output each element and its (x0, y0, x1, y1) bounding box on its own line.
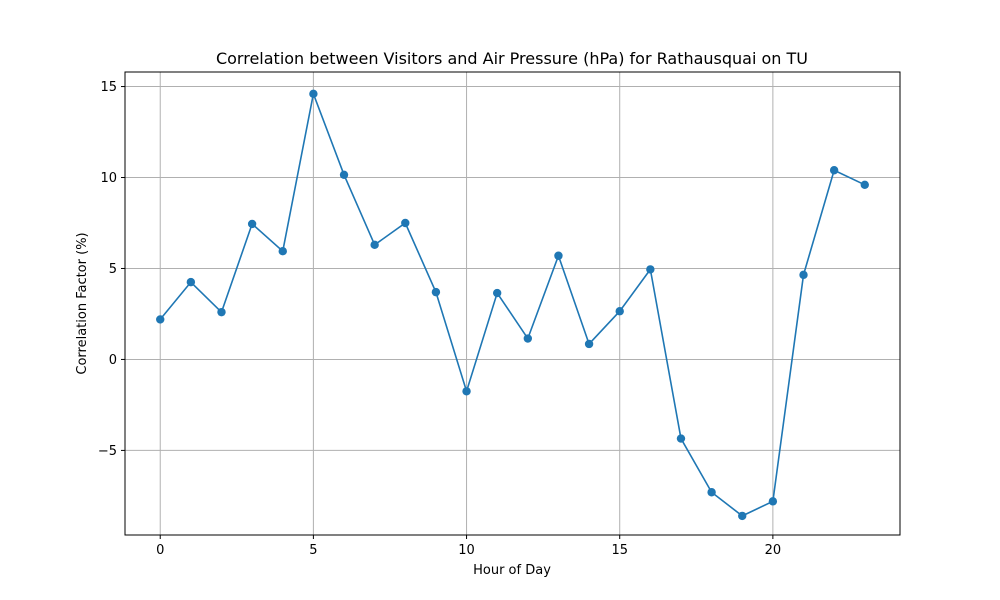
data-point (554, 251, 563, 260)
data-point (676, 434, 686, 443)
data-point (799, 270, 808, 280)
data-point (370, 240, 379, 250)
chart-title: Correlation between Visitors and Air Pre… (216, 49, 808, 68)
data-point (156, 315, 165, 324)
data-point (523, 334, 533, 343)
data-point (738, 511, 747, 521)
y-tick-label: 5 (109, 262, 117, 277)
data-point (401, 218, 410, 228)
data-point (278, 246, 287, 256)
grid (125, 72, 900, 535)
series-line (159, 90, 866, 517)
data-point (217, 307, 226, 317)
data-point (186, 277, 196, 287)
x-tick-label: 10 (458, 543, 475, 558)
data-point (492, 288, 502, 298)
data-point (247, 219, 257, 229)
data-point (309, 89, 318, 99)
data-point (339, 170, 349, 179)
x-tick-label: 0 (156, 543, 164, 558)
data-point (431, 287, 441, 297)
data-point (584, 339, 594, 349)
data-point (860, 180, 869, 189)
x-tick-label: 5 (309, 543, 317, 558)
plot-frame (124, 71, 901, 536)
y-tick-label: 10 (100, 171, 117, 186)
y-tick-label: 15 (100, 80, 117, 95)
x-tick-label: 15 (611, 543, 628, 558)
x-tick-label: 20 (765, 543, 782, 558)
series-layer (156, 89, 869, 521)
data-point (707, 488, 716, 497)
data-point (646, 265, 655, 274)
data-point (462, 387, 471, 396)
data-point (615, 307, 624, 316)
data-point (829, 166, 839, 175)
y-tick-label: 0 (109, 353, 117, 368)
x-axis: 0 5 10 15 20 (156, 535, 781, 558)
data-point (768, 497, 778, 506)
y-axis-label: Correlation Factor (%) (75, 232, 90, 374)
y-tick-label: −5 (98, 444, 117, 459)
x-axis-label: Hour of Day (473, 563, 551, 578)
y-axis: 15 10 5 0 −5 (98, 80, 125, 459)
